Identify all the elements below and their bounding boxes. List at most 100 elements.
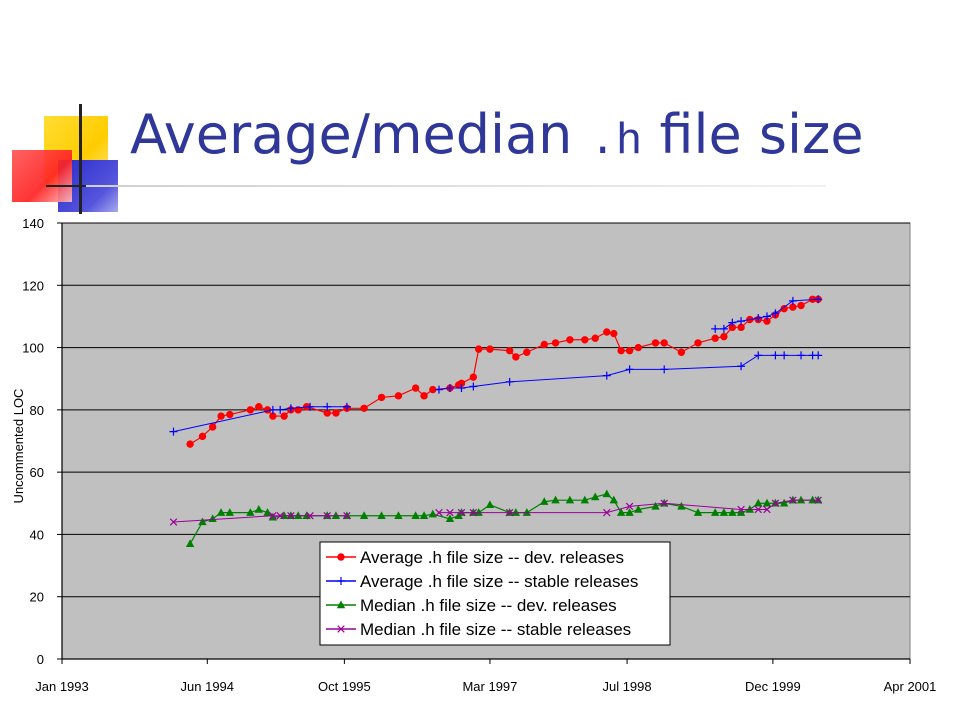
data-point [591,492,600,501]
legend-label: Average .h file size -- stable releases [360,572,638,591]
title-code: .h [589,117,643,167]
data-point [469,373,478,381]
data-point [306,512,314,520]
x-tick-label: Jun 1994 [181,679,235,694]
data-point [754,351,763,360]
data-point [512,353,520,361]
data-point [226,410,234,419]
data-point [617,346,625,355]
data-point [603,508,611,517]
data-point [651,339,660,347]
data-point [566,336,574,344]
data-point [254,505,263,513]
data-point [616,508,626,516]
data-point [540,340,548,349]
data-point [446,508,454,517]
data-point [411,511,420,519]
data-point [625,365,634,374]
y-tick-label: 140 [22,216,44,231]
data-point [216,508,226,516]
data-point [719,508,729,516]
data-point [169,427,178,436]
data-point [551,339,560,347]
data-point [280,412,288,420]
series-line [189,298,819,445]
data-point [523,348,531,356]
data-point [434,385,443,394]
data-point [469,508,478,517]
x-tick-label: Jul 1998 [602,679,651,694]
x-tick-label: Mar 1997 [462,679,517,694]
data-point [306,402,315,411]
deco-red-square [12,150,72,202]
data-point [419,511,429,519]
data-point [660,339,668,347]
data-point [445,384,454,393]
data-point [780,351,789,360]
data-point [660,499,668,508]
series-1 [186,295,822,448]
data-point [745,505,755,513]
legend-label: Median .h file size -- dev. releases [360,596,617,615]
data-point [610,329,618,338]
title-decoration [0,0,826,215]
data-point [198,517,207,526]
data-point [377,511,386,519]
data-point [720,332,728,341]
data-point [486,345,494,353]
legend-label: Average .h file size -- dev. releases [360,548,624,567]
y-tick-label: 80 [30,403,44,418]
data-point [728,508,737,516]
data-point [677,348,686,356]
data-point [394,511,403,519]
data-point [428,509,437,518]
data-point [737,362,746,371]
series-4 [169,496,822,526]
data-point [581,336,589,344]
data-point [609,495,619,504]
x-tick-label: Dec 1999 [745,679,801,694]
data-point [779,498,789,507]
data-point [294,511,303,519]
legend-box [319,541,671,646]
y-tick-label: 20 [30,590,44,605]
data-point [474,508,483,516]
data-point [736,508,746,516]
series-lines [169,295,823,547]
data-point [677,501,686,510]
data-point [737,505,745,514]
data-point [602,489,611,498]
data-point [337,553,345,561]
data-point [591,334,599,342]
data-point [208,423,217,431]
y-tick-label: 0 [37,652,44,667]
data-point [217,412,225,420]
data-point [737,317,746,326]
data-point [651,501,660,510]
data-point [634,343,643,352]
data-point [797,301,805,310]
data-point [660,365,669,374]
data-point [336,600,346,609]
data-point [269,512,277,520]
data-point [711,334,719,342]
x-tick-label: Oct 1995 [318,679,371,694]
data-point [286,404,295,413]
data-point [789,496,797,504]
data-point [788,296,797,305]
data-point [337,577,345,585]
data-point [540,497,549,505]
data-point [255,403,263,411]
data-point [754,505,762,514]
data-point [263,508,272,516]
data-point [342,402,351,411]
data-point [411,384,420,392]
title-text-part2: file size [642,103,864,166]
data-point [505,377,514,386]
data-point [198,432,207,441]
data-point [445,514,455,523]
x-tick-label: Jan 1993 [35,679,89,694]
data-point [754,313,763,322]
data-point [360,404,368,412]
